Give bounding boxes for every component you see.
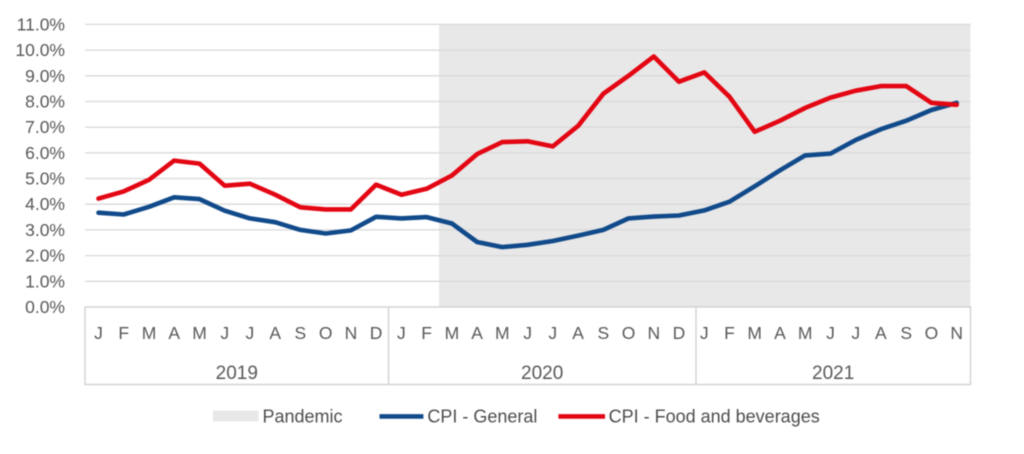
svg-text:1.0%: 1.0% xyxy=(25,271,65,291)
svg-text:M: M xyxy=(445,323,460,343)
svg-text:F: F xyxy=(421,323,432,343)
svg-text:A: A xyxy=(471,323,483,343)
svg-text:7.0%: 7.0% xyxy=(25,117,65,137)
svg-text:0.0%: 0.0% xyxy=(25,297,65,317)
svg-text:D: D xyxy=(673,323,686,343)
svg-text:N: N xyxy=(345,323,358,343)
svg-text:A: A xyxy=(168,323,180,343)
svg-text:O: O xyxy=(319,323,333,343)
svg-text:6.0%: 6.0% xyxy=(25,143,65,163)
svg-text:F: F xyxy=(724,323,735,343)
svg-text:O: O xyxy=(925,323,939,343)
svg-text:CPI - Food and beverages: CPI - Food and beverages xyxy=(609,407,820,427)
svg-text:O: O xyxy=(622,323,636,343)
svg-text:8.0%: 8.0% xyxy=(25,92,65,112)
svg-text:11.0%: 11.0% xyxy=(17,14,65,34)
svg-text:Pandemic: Pandemic xyxy=(263,407,343,427)
svg-text:J: J xyxy=(397,323,406,343)
svg-text:J: J xyxy=(523,323,532,343)
svg-text:S: S xyxy=(597,323,609,343)
svg-text:2019: 2019 xyxy=(216,363,258,384)
svg-text:2020: 2020 xyxy=(521,363,563,384)
svg-text:A: A xyxy=(572,323,584,343)
svg-text:5.0%: 5.0% xyxy=(25,169,65,189)
svg-text:J: J xyxy=(94,323,103,343)
svg-text:2.0%: 2.0% xyxy=(25,246,65,266)
svg-text:J: J xyxy=(220,323,229,343)
svg-text:3.0%: 3.0% xyxy=(25,220,65,240)
svg-text:N: N xyxy=(950,323,963,343)
svg-text:S: S xyxy=(295,323,307,343)
svg-text:M: M xyxy=(798,323,813,343)
svg-text:4.0%: 4.0% xyxy=(25,194,65,214)
svg-text:D: D xyxy=(370,323,383,343)
svg-text:F: F xyxy=(118,323,129,343)
svg-text:J: J xyxy=(851,323,860,343)
svg-text:M: M xyxy=(142,323,157,343)
svg-text:J: J xyxy=(826,323,835,343)
svg-text:N: N xyxy=(647,323,660,343)
svg-text:A: A xyxy=(269,323,281,343)
svg-text:M: M xyxy=(495,323,510,343)
svg-text:A: A xyxy=(875,323,887,343)
svg-text:J: J xyxy=(700,323,709,343)
svg-text:10.0%: 10.0% xyxy=(15,40,65,60)
svg-text:S: S xyxy=(900,323,912,343)
svg-text:J: J xyxy=(246,323,255,343)
svg-text:CPI - General: CPI - General xyxy=(427,407,537,427)
svg-text:9.0%: 9.0% xyxy=(25,66,65,86)
svg-text:M: M xyxy=(747,323,762,343)
svg-text:A: A xyxy=(774,323,786,343)
svg-text:J: J xyxy=(548,323,557,343)
svg-text:2021: 2021 xyxy=(812,363,854,384)
svg-text:M: M xyxy=(192,323,207,343)
